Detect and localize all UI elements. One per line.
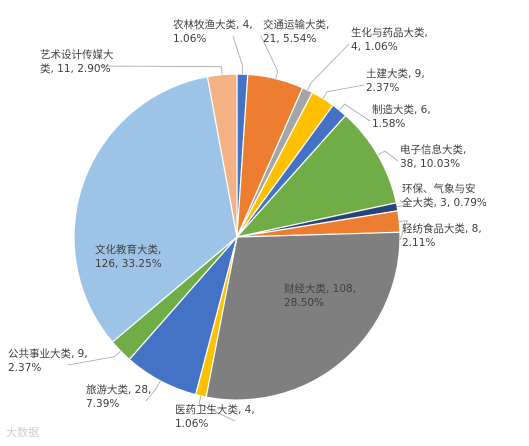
pie-slice [235, 114, 398, 238]
data-label: 生化与药品大类, [351, 26, 428, 39]
leader-line [307, 43, 350, 91]
data-label: 28.50% [284, 297, 324, 309]
watermark: 大数据 [6, 426, 39, 439]
data-label: 文化教育大类, [95, 243, 161, 256]
data-label: 21, 5.54% [263, 33, 316, 45]
data-label: 制造大类, 6, [372, 103, 431, 116]
data-label: 环保、气象与安 [402, 182, 476, 195]
data-label: 1.06% [175, 418, 208, 430]
pie-slice [206, 73, 238, 238]
data-label: 2.37% [8, 362, 41, 374]
leader-line [399, 220, 408, 241]
data-label: 4, 1.06% [351, 41, 398, 53]
leader-line [67, 350, 121, 366]
data-label: 交通运输大类, [263, 18, 329, 31]
data-label: 2.37% [366, 82, 399, 94]
data-label: 土建大类, 9, [366, 67, 425, 80]
leader-line [198, 395, 236, 422]
leader-line [339, 103, 371, 122]
data-label: 农林牧渔大类, 4, [173, 18, 253, 31]
leader-line [145, 380, 161, 402]
data-label: 旅游大类, 28, [86, 383, 151, 396]
data-label: 财经大类, 108, [284, 282, 356, 295]
pie-slices [73, 73, 401, 401]
data-label: 类, 11, 2.90% [40, 62, 111, 75]
leader-line [260, 35, 279, 79]
leader-line [99, 65, 223, 75]
data-label: 轻纺食品大类, 8, [402, 222, 482, 235]
data-label: 全大类, 3, 0.79% [402, 196, 487, 209]
data-label: 1.06% [173, 33, 206, 45]
pie-slice [205, 231, 401, 401]
leader-line [232, 35, 244, 75]
leader-line [322, 84, 365, 99]
leader-lines [67, 35, 408, 422]
leader-line [377, 150, 399, 162]
leader-line [397, 199, 406, 208]
data-label: 公共事业大类, 9, [8, 347, 88, 360]
data-label: 电子信息大类, [400, 143, 466, 156]
data-label: 7.39% [86, 398, 119, 410]
data-label: 医药卫生大类, 4, [175, 403, 255, 416]
pie-slice [73, 76, 238, 343]
data-label: 38, 10.03% [400, 158, 460, 170]
data-label: 126, 33.25% [95, 258, 162, 270]
data-label: 艺术设计传媒大 [40, 48, 114, 61]
data-label: 2.11% [402, 237, 435, 249]
data-labels: 农林牧渔大类, 4, 1.06% 交通运输大类, 21, 5.54% 生化与药品大类, 4… [8, 18, 487, 430]
data-label: 1.58% [372, 118, 405, 130]
